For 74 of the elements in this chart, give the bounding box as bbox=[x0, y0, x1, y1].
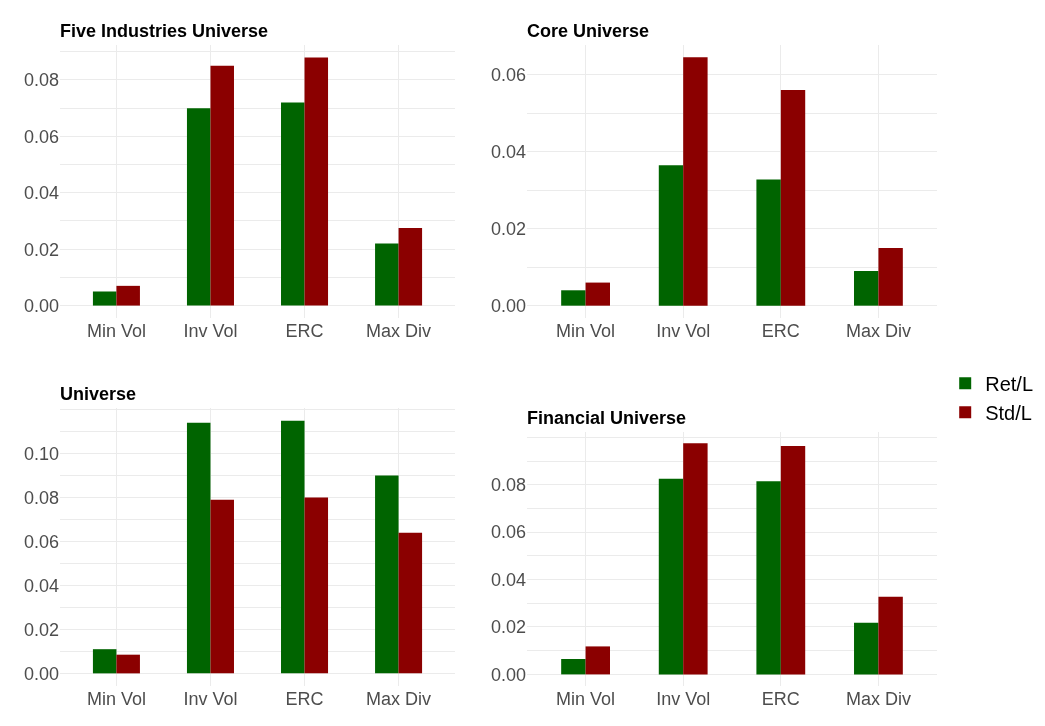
y-tick-label: 0.00 bbox=[490, 295, 526, 316]
bar bbox=[116, 285, 140, 306]
bar bbox=[398, 228, 423, 306]
bar bbox=[116, 654, 140, 674]
y-tick-label: 0.04 bbox=[23, 575, 59, 596]
y-tick-label: 0.08 bbox=[23, 487, 59, 508]
legend-label: Std/L bbox=[985, 401, 1032, 424]
y-tick-label: 0.04 bbox=[23, 183, 59, 204]
bar bbox=[210, 65, 234, 306]
x-tick-label: Inv Vol bbox=[656, 321, 711, 341]
y-tick-label: 0.02 bbox=[23, 239, 59, 260]
bar bbox=[398, 532, 423, 674]
x-tick-label: Min Vol bbox=[556, 321, 616, 341]
bar bbox=[878, 596, 903, 675]
y-tick-label: 0.08 bbox=[490, 475, 526, 496]
bar bbox=[304, 57, 329, 306]
y-tick-label: 0.06 bbox=[23, 531, 59, 552]
x-tick-label: ERC bbox=[285, 321, 324, 341]
bar bbox=[854, 271, 879, 306]
x-tick-label: Inv Vol bbox=[183, 689, 238, 709]
bar bbox=[585, 646, 610, 675]
x-tick-label: Max Div bbox=[845, 689, 911, 709]
bar bbox=[658, 478, 684, 675]
y-tick-label: 0.06 bbox=[23, 126, 59, 147]
bar bbox=[878, 247, 903, 306]
x-tick-label: Inv Vol bbox=[656, 689, 711, 709]
chart-title: Five Industries Universe bbox=[60, 21, 269, 41]
bar bbox=[683, 57, 708, 306]
bar bbox=[561, 658, 586, 675]
chart-title: Universe bbox=[60, 384, 137, 404]
y-tick-label: 0.06 bbox=[490, 522, 526, 543]
x-tick-label: Min Vol bbox=[556, 689, 616, 709]
x-tick-label: ERC bbox=[285, 689, 324, 709]
bar bbox=[304, 497, 329, 674]
bar bbox=[658, 165, 684, 306]
x-tick-label: Min Vol bbox=[86, 321, 146, 341]
x-tick-label: Max Div bbox=[845, 321, 911, 341]
y-tick-label: 0.04 bbox=[490, 569, 526, 590]
y-tick-label: 0.08 bbox=[23, 70, 59, 91]
bar bbox=[780, 446, 806, 675]
bar bbox=[854, 622, 879, 675]
bar bbox=[186, 108, 211, 306]
bar bbox=[375, 243, 399, 306]
chart-title: Financial Universe bbox=[527, 407, 687, 428]
y-tick-label: 0.00 bbox=[490, 664, 526, 685]
y-tick-label: 0.02 bbox=[490, 218, 526, 239]
bar bbox=[585, 282, 610, 306]
bar bbox=[561, 290, 586, 306]
bar bbox=[92, 649, 117, 674]
x-tick-label: ERC bbox=[761, 321, 800, 341]
y-tick-label: 0.04 bbox=[490, 141, 526, 162]
bar bbox=[375, 475, 399, 674]
y-tick-label: 0.00 bbox=[23, 663, 59, 684]
bar bbox=[780, 90, 806, 306]
y-tick-label: 0.06 bbox=[490, 64, 526, 85]
y-tick-label: 0.10 bbox=[23, 443, 59, 464]
bar bbox=[756, 481, 781, 675]
y-tick-label: 0.00 bbox=[23, 295, 59, 316]
x-tick-label: Max Div bbox=[366, 321, 432, 341]
y-tick-label: 0.02 bbox=[23, 619, 59, 640]
bar bbox=[281, 102, 305, 306]
bar bbox=[186, 422, 211, 674]
bar bbox=[92, 291, 117, 306]
x-tick-label: ERC bbox=[761, 689, 800, 709]
bar bbox=[683, 443, 708, 675]
bar bbox=[210, 499, 234, 674]
x-tick-label: Max Div bbox=[366, 689, 432, 709]
x-tick-label: Inv Vol bbox=[183, 321, 238, 341]
y-tick-label: 0.02 bbox=[490, 617, 526, 638]
bar bbox=[281, 420, 305, 674]
bar bbox=[756, 179, 781, 306]
legend-label: Ret/L bbox=[985, 372, 1034, 395]
chart-title: Core Universe bbox=[527, 21, 650, 41]
x-tick-label: Min Vol bbox=[86, 689, 146, 709]
